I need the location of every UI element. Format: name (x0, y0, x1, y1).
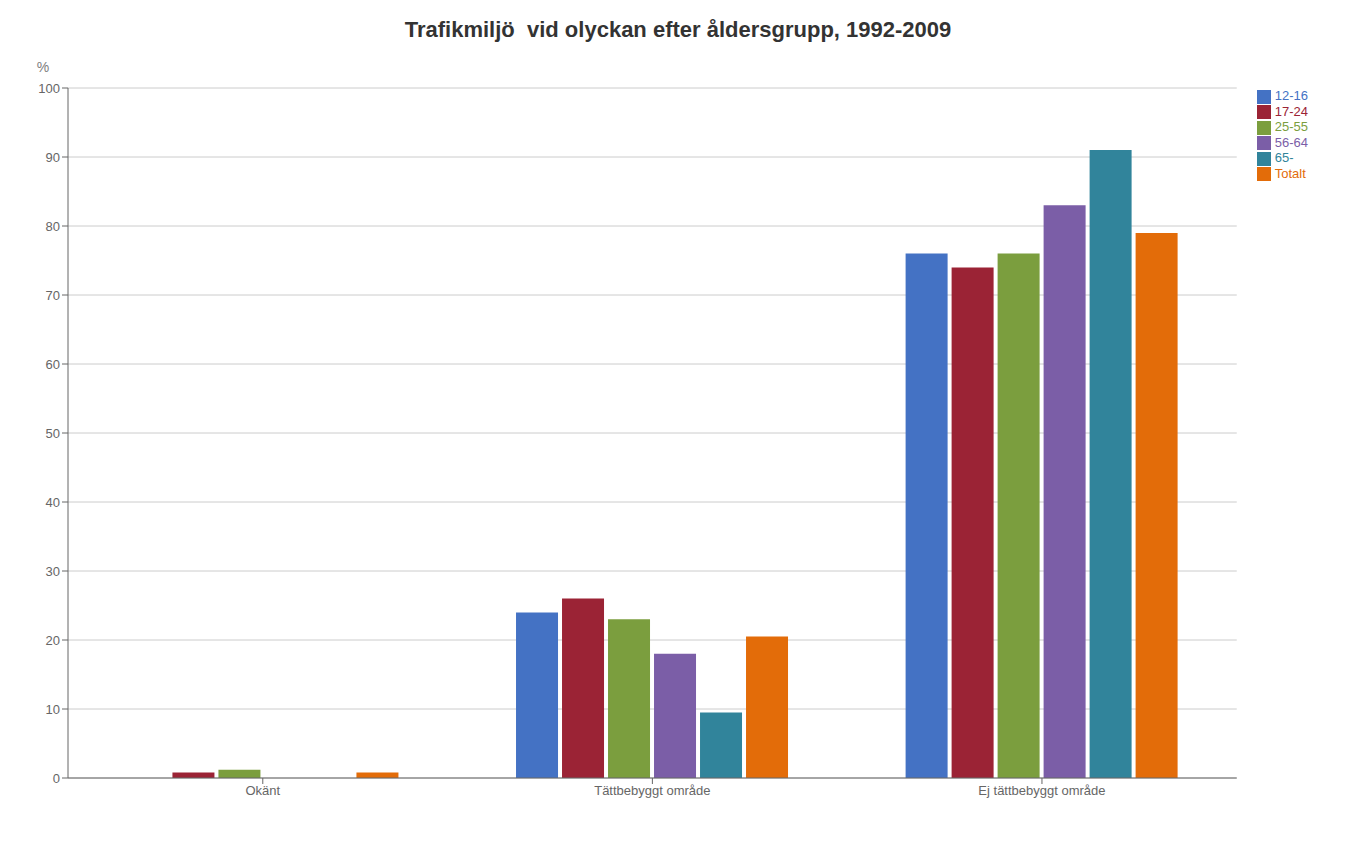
svg-text:90: 90 (46, 150, 60, 165)
svg-text:80: 80 (46, 219, 60, 234)
html-text:65-: 65- (1274, 150, 1294, 166)
svg-text:0: 0 (53, 771, 60, 786)
svg-text:Okänt: Okänt (245, 783, 280, 798)
svg-text:Tättbebyggt område: Tättbebyggt område (594, 783, 710, 798)
svg-text:50: 50 (46, 426, 60, 441)
html-text:Trafikmiljö vid olyckan efter: Trafikmiljö vid olyckan efter åldersgrup… (404, 17, 952, 42)
svg-text:10: 10 (46, 702, 60, 717)
html-text:17-24: 17-24 (1274, 103, 1308, 119)
svg-text:20: 20 (46, 633, 60, 648)
svg-text:100: 100 (38, 81, 60, 96)
svg-text:60: 60 (46, 357, 60, 372)
svg-text:40: 40 (46, 495, 60, 510)
svg-text:Ej tättbebyggt område: Ej tättbebyggt område (978, 783, 1105, 798)
svg-text:%: % (37, 59, 49, 75)
html-text:25-55: 25-55 (1274, 119, 1308, 135)
html-text:56-64: 56-64 (1274, 134, 1308, 150)
html-text:Totalt: Totalt (1274, 165, 1306, 181)
html-text:12-16: 12-16 (1274, 88, 1308, 103)
svg-text:30: 30 (46, 564, 60, 579)
svg-text:70: 70 (46, 288, 60, 303)
